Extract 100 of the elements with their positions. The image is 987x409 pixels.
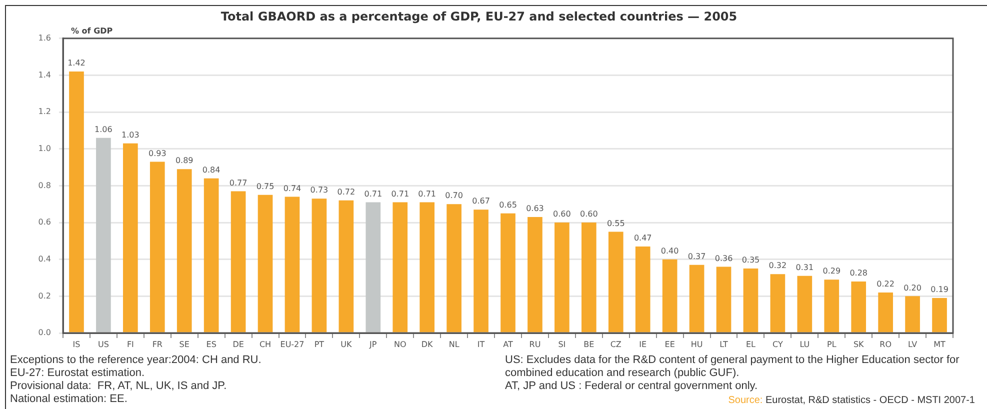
data-label: 0.71 (418, 189, 436, 198)
chart-title: Total GBAORD as a percentage of GDP, EU-27 and selected countries — 2005 (220, 9, 738, 24)
bar (123, 143, 138, 332)
x-tick-label: RO (880, 340, 892, 349)
bar (230, 191, 246, 332)
y-axis-title: % of GDP (71, 26, 113, 36)
bar (338, 200, 354, 332)
x-tick-label: CY (772, 340, 783, 349)
text: US: Excludes data for the R&D content of general payment to the Higher Education sector for combined education and research (public GUF). (505, 354, 960, 380)
x-tick-label: SK (853, 340, 865, 349)
x-tick-label: SE (179, 340, 190, 349)
x-tick-label: IS (72, 340, 80, 349)
x-tick-label: FR (152, 340, 163, 349)
data-label: 0.55 (606, 218, 625, 228)
data-label: 0.35 (742, 256, 760, 265)
text: AT, JP and US : Federal or central government only. (505, 380, 759, 393)
x-tick-label: MT (934, 340, 946, 349)
x-tick-label: PL (826, 340, 837, 349)
x-tick-label: SI (558, 340, 566, 349)
bar (204, 178, 219, 332)
bar (312, 198, 327, 332)
x-tick-label: UK (340, 340, 352, 349)
bar (689, 264, 704, 332)
bar (284, 196, 300, 332)
data-label: 1.06 (94, 124, 112, 134)
data-label: 0.93 (148, 148, 166, 158)
data-label: 0.22 (876, 280, 894, 289)
data-label: 0.71 (364, 189, 382, 198)
bar (474, 210, 488, 332)
data-label: 0.73 (310, 186, 328, 195)
x-tick-label: FI (126, 340, 134, 349)
data-label: 1.42 (68, 58, 86, 68)
bar (420, 202, 435, 332)
bar (96, 138, 111, 332)
x-tick-label: RU (529, 340, 541, 349)
data-label: 0.60 (580, 210, 598, 219)
x-tick-label: CH (259, 340, 272, 349)
bar (608, 232, 624, 332)
data-label: 0.72 (337, 188, 356, 197)
bar (500, 213, 516, 332)
data-label: 0.40 (660, 246, 679, 256)
bar (635, 246, 650, 332)
data-label: 0.71 (391, 189, 410, 198)
x-tick-label: BE (584, 340, 594, 349)
bar (150, 162, 165, 332)
x-tick-label: LT (720, 340, 728, 349)
data-label: 0.19 (930, 285, 948, 294)
text: Exceptions to the reference year:2004: CH and RU. (10, 354, 262, 367)
text: EU-27: Eurostat estimation. (10, 367, 146, 380)
bar (878, 292, 893, 332)
data-label: 0.20 (904, 283, 922, 292)
data-label: 0.47 (634, 234, 652, 243)
bar (69, 72, 84, 332)
data-label: 0.60 (553, 210, 571, 219)
x-tick-label: PT (314, 340, 324, 349)
bar (851, 281, 866, 332)
x-tick-label: HU (690, 340, 703, 349)
x-tick-label: AT (503, 340, 513, 349)
bar (392, 202, 408, 332)
data-label: 1.03 (122, 130, 140, 140)
y-tick-label: 0.4 (38, 254, 51, 264)
data-label: 0.31 (796, 263, 814, 272)
data-label: 0.77 (229, 178, 248, 188)
bar (716, 266, 732, 332)
x-tick-label: LU (800, 340, 810, 349)
y-tick-label: 1.2 (38, 107, 51, 116)
y-tick-label: 0.0 (38, 328, 51, 338)
bar (446, 204, 462, 332)
bar (797, 276, 812, 332)
bar (581, 222, 596, 332)
x-tick-label: CZ (610, 340, 622, 349)
data-label: 0.63 (526, 204, 544, 214)
data-label: 0.84 (202, 165, 220, 174)
data-label: 0.32 (768, 261, 787, 270)
text: Provisional data: FR, AT, NL, UK, IS and JP. (10, 380, 228, 393)
data-label: 0.28 (850, 268, 868, 278)
bar (528, 217, 542, 332)
x-tick-label: DE (232, 340, 244, 349)
bar (770, 274, 786, 332)
bar (743, 268, 758, 332)
data-label: 0.65 (499, 200, 517, 210)
y-tick-label: 0.8 (38, 180, 51, 190)
data-label: 0.36 (714, 254, 733, 263)
x-tick-label: US (98, 340, 109, 349)
source-note: Source: Eurostat, R&D statistics - OECD - MSTI 2007-1 (728, 395, 975, 406)
bar (258, 194, 273, 332)
bar (662, 259, 678, 332)
y-tick-label: 0.6 (38, 218, 51, 227)
data-label: 0.75 (256, 182, 274, 191)
y-tick-label: 1.6 (38, 33, 51, 42)
bar (905, 296, 920, 332)
x-tick-label: NL (448, 340, 460, 349)
x-tick-label: DK (421, 340, 434, 349)
data-label: 0.70 (445, 191, 463, 200)
bar (176, 169, 192, 332)
x-tick-label: NO (394, 340, 406, 349)
bar (824, 280, 840, 332)
x-tick-label: EL (746, 340, 756, 349)
bar (554, 222, 570, 332)
data-label: 0.89 (175, 156, 194, 166)
